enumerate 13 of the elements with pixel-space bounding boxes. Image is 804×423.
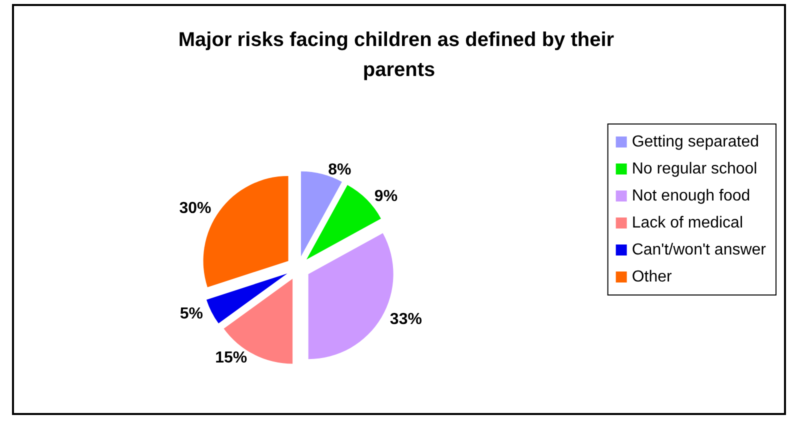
legend-label: Other (632, 268, 673, 286)
legend-label: Lack of medical (632, 214, 743, 232)
legend-label: No regular school (632, 160, 758, 178)
data-label: 15% (215, 349, 248, 366)
legend-label: Not enough food (632, 188, 750, 204)
chart-title: Major risks facing children as defined by their parents (178, 29, 620, 81)
data-label: 5% (180, 305, 204, 322)
data-label: 33% (390, 310, 422, 328)
legend-label: Can't/won't answer (632, 242, 767, 258)
legend-label: Getting separated (632, 134, 760, 150)
data-label: 8% (328, 162, 352, 179)
data-label: 9% (374, 188, 398, 206)
data-label: 30% (179, 200, 212, 218)
